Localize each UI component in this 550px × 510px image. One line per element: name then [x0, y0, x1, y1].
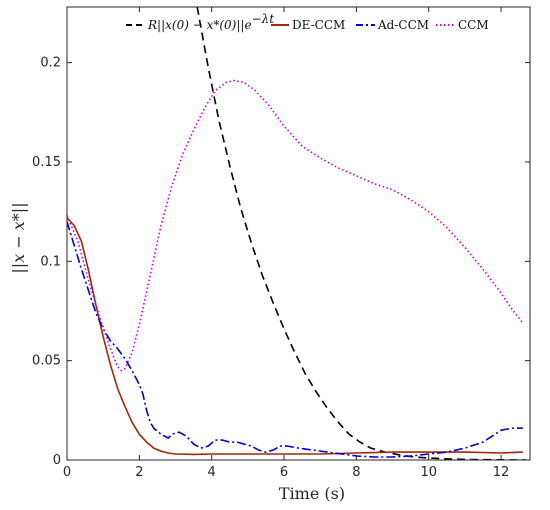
plot-frame — [66, 6, 531, 461]
series-line-de-ccm — [67, 217, 523, 456]
legend-label-bound: R||x(0) − x*(0)||e−λt — [147, 12, 274, 32]
y-tick-label: 0.1 — [40, 254, 61, 269]
legend: R||x(0) − x*(0)||e−λt DE-CCM Ad-CCM CCM — [126, 12, 489, 32]
x-tick-label: 8 — [352, 465, 360, 480]
y-tick-label: 0.05 — [32, 354, 61, 369]
y-tick-label: 0.2 — [40, 56, 61, 71]
ticks-layer: 0 2 4 6 8 10 12 0 0.05 0.1 0.15 0.2 — [32, 7, 530, 480]
y-tick-label: 0.15 — [32, 155, 61, 170]
x-axis-title: Time (s) — [279, 484, 345, 503]
x-tick-label: 0 — [63, 465, 71, 480]
x-tick-label: 4 — [208, 465, 216, 480]
y-tick-label: 0 — [53, 453, 61, 468]
series-line-ccm — [67, 79, 524, 372]
series-layer — [67, 7, 527, 460]
x-tick-label: 2 — [135, 465, 143, 480]
x-tick-label: 6 — [280, 465, 288, 480]
x-tick-label: 12 — [493, 465, 510, 480]
series-line-ad-ccm — [67, 221, 523, 458]
legend-label-de-ccm: DE-CCM — [292, 18, 345, 32]
legend-label-ad-ccm: Ad-CCM — [377, 18, 429, 32]
x-tick-label: 10 — [420, 465, 437, 480]
legend-label-ccm: CCM — [458, 18, 489, 32]
y-axis-title: ||x − x*|| — [9, 202, 28, 273]
